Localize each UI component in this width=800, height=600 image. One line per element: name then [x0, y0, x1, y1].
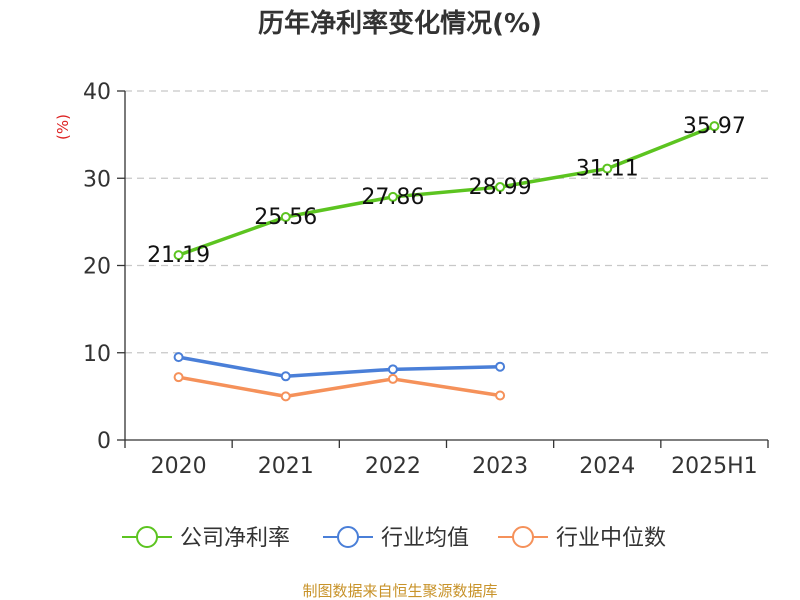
legend-marker [136, 526, 158, 548]
y-tick-label: 0 [97, 429, 111, 454]
legend-item[interactable]: 行业中位数 [498, 526, 666, 551]
y-axis-label: (%) [54, 114, 72, 140]
data-label: 35.97 [683, 114, 746, 139]
data-point[interactable] [387, 373, 398, 384]
legend[interactable]: 公司净利率 行业均值 行业中位数 [122, 526, 666, 551]
x-tick-label: 2022 [365, 454, 421, 479]
data-point[interactable] [280, 371, 291, 382]
y-tick-label: 40 [83, 80, 111, 105]
data-point[interactable] [173, 372, 184, 383]
data-point[interactable] [280, 211, 291, 222]
x-tick-label: 2023 [472, 454, 528, 479]
data-point[interactable] [495, 390, 506, 401]
grid [125, 90, 768, 354]
series-line [177, 124, 716, 257]
legend-label: 行业均值 [381, 526, 469, 551]
data-point[interactable] [709, 121, 720, 132]
data-label: 21.19 [147, 243, 210, 268]
axes: 0 10 20 30 40 2020 2021 2022 2023 2024 2025H1 [83, 80, 769, 479]
legend-label: 行业中位数 [556, 526, 666, 551]
y-tick-label: 10 [83, 342, 111, 367]
data-point[interactable] [387, 364, 398, 375]
legend-marker [512, 526, 534, 548]
series-line [178, 375, 501, 399]
data-label: 25.56 [254, 205, 317, 230]
data-point[interactable] [173, 352, 184, 363]
data-label: 31.11 [576, 157, 639, 182]
x-tick-label: 2024 [579, 454, 635, 479]
data-label: 28.99 [469, 175, 532, 200]
legend-item[interactable]: 行业均值 [323, 526, 469, 551]
x-tick-label: 2020 [151, 454, 207, 479]
legend-item[interactable]: 公司净利率 [122, 526, 290, 551]
y-tick-label: 30 [83, 167, 111, 192]
data-point[interactable] [495, 361, 506, 372]
data-point[interactable] [495, 182, 506, 193]
legend-marker [337, 526, 359, 548]
chart-title: 历年净利率变化情况(%) [258, 8, 542, 39]
series-layer: 21.19 25.56 27.86 28.99 31.11 35.97 [147, 114, 746, 402]
x-tick-label: 2025H1 [671, 454, 758, 479]
y-tick-label: 20 [83, 255, 111, 280]
data-label: 27.86 [361, 185, 424, 210]
data-point[interactable] [602, 163, 613, 174]
data-point[interactable] [387, 191, 398, 202]
x-tick-label: 2021 [258, 454, 314, 479]
data-point[interactable] [280, 391, 291, 402]
data-source-footer: 制图数据来自恒生聚源数据库 [302, 582, 497, 600]
data-point[interactable] [173, 250, 184, 261]
legend-label: 公司净利率 [180, 526, 290, 551]
series-line [178, 355, 501, 379]
